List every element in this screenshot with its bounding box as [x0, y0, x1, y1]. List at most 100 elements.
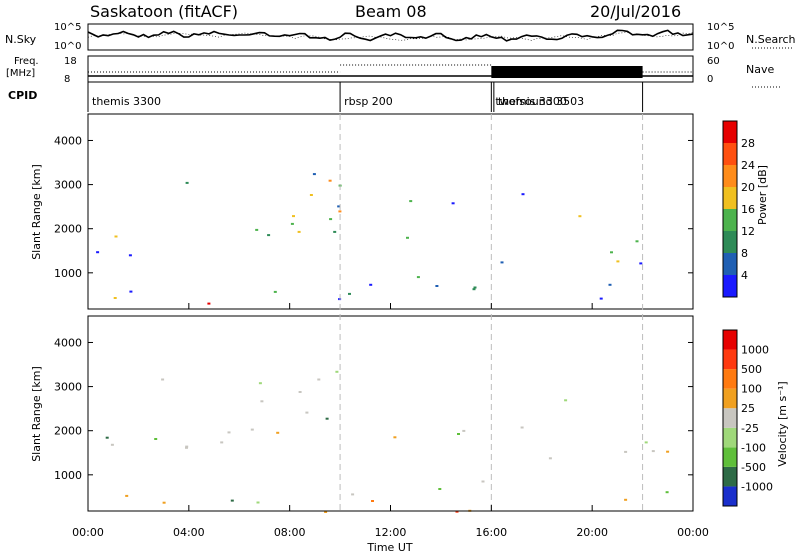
- velocity-y-axis: 1000 2000 3000 4000: [54, 336, 693, 482]
- velocity-colorbar-tick: -100: [741, 441, 766, 454]
- time-tick-label: 08:00: [274, 526, 306, 539]
- velocity-cell: [250, 428, 254, 431]
- power-cell: [521, 193, 525, 196]
- velocity-cell: [371, 500, 374, 502]
- velocity-colorbar-tick: 500: [741, 363, 762, 376]
- velocity-colorbar-step: [723, 369, 737, 389]
- velocity-cell: [455, 510, 459, 513]
- time-axis: 00:00 04:00 08:00 12:00 16:00 20:00 00:00: [72, 303, 709, 539]
- velocity-cell: [548, 457, 552, 460]
- power-cell: [406, 236, 409, 239]
- power-cell: [328, 179, 332, 182]
- power-cell: [639, 262, 643, 265]
- power-cell: [578, 215, 582, 218]
- velocity-cell: [276, 431, 280, 434]
- velocity-cell: [256, 501, 260, 504]
- time-tick-label: 00:00: [72, 526, 104, 539]
- velocity-panel-frame: [87, 315, 694, 512]
- velocity-cell: [185, 445, 189, 448]
- power-cell: [599, 297, 603, 300]
- power-colorbar-step: [723, 231, 737, 253]
- power-cell: [338, 210, 342, 213]
- velocity-cell: [457, 433, 460, 435]
- velocity-cell: [624, 498, 628, 501]
- power-y-axis: 1000 2000 3000 4000: [54, 134, 693, 280]
- power-cell: [616, 260, 620, 263]
- power-panel-frame: [87, 113, 694, 310]
- power-cell: [309, 194, 313, 196]
- station-title: Saskatoon (fitACF): [90, 2, 238, 21]
- nsearch-tick-low: 10^0: [707, 41, 734, 52]
- freq-label: Freq.: [14, 56, 39, 67]
- time-tick-label: 20:00: [576, 526, 608, 539]
- power-cell: [273, 290, 277, 293]
- velocity-cell: [110, 443, 114, 446]
- velocity-colorbar-tick: 25: [741, 402, 755, 415]
- freq-tick-high: 18: [64, 56, 77, 67]
- velocity-colorbar-step: [723, 408, 737, 428]
- velocity-cell: [651, 450, 655, 453]
- power-cell: [96, 251, 100, 254]
- power-colorbar-tick: 12: [741, 225, 755, 238]
- velocity-ytick-label: 3000: [54, 381, 82, 394]
- velocity-cell: [220, 441, 224, 444]
- velocity-colorbar-step: [723, 427, 737, 448]
- beam-title: Beam 08: [355, 2, 427, 21]
- freq-lines: [88, 64, 693, 78]
- velocity-cell: [564, 399, 568, 402]
- velocity-colorbar-step: [723, 349, 737, 370]
- cpid-segment-label: rbsp 200: [344, 95, 393, 108]
- velocity-colorbar-label: Velocity [m s⁻¹]: [776, 381, 789, 466]
- nave-tick-low: 0: [707, 74, 713, 85]
- power-cell: [409, 200, 413, 203]
- cpid-segment-label: themis 3300: [92, 95, 161, 108]
- power-cell: [369, 283, 373, 286]
- velocity-cell: [230, 499, 234, 502]
- power-ytick-label: 1000: [54, 267, 82, 280]
- power-cell: [329, 218, 333, 221]
- velocity-cell: [227, 431, 231, 434]
- nave-line: [88, 64, 693, 73]
- power-ytick-label: 2000: [54, 223, 82, 236]
- cpid-segment-label: themis 3300: [498, 95, 567, 108]
- power-cell: [129, 290, 133, 293]
- power-colorbar-tick: 20: [741, 181, 755, 194]
- time-axis-label: Time UT: [366, 541, 412, 554]
- velocity-cell: [481, 480, 485, 483]
- power-ylabel: Slant Range [km]: [30, 164, 43, 260]
- power-colorbar-tick: 24: [741, 159, 755, 172]
- power-cell: [348, 292, 351, 295]
- freq-tick-low: 8: [64, 74, 70, 85]
- velocity-colorbar-tick: 100: [741, 383, 762, 396]
- velocity-colorbar-step: [723, 466, 737, 487]
- velocity-cell: [161, 378, 165, 381]
- power-cell: [290, 222, 294, 225]
- power-cell: [416, 276, 420, 279]
- velocity-colorbar-step: [723, 330, 737, 350]
- velocity-cell: [462, 429, 466, 432]
- nsearch-tick-high: 10^5: [707, 22, 734, 33]
- power-ytick-label: 4000: [54, 134, 82, 147]
- power-cell: [472, 288, 476, 291]
- power-cell: [292, 215, 295, 218]
- power-colorbar-tick: 4: [741, 269, 748, 282]
- velocity-cell: [644, 441, 648, 444]
- cpid-segment-label: twofsound 3503: [495, 95, 584, 108]
- velocity-cell: [298, 391, 302, 393]
- power-colorbar-step: [723, 143, 737, 165]
- power-colorbar-label: Power [dB]: [756, 165, 769, 225]
- velocity-ytick-label: 4000: [54, 336, 82, 349]
- power-colorbar-frame: [722, 120, 738, 298]
- power-cell: [435, 285, 439, 287]
- nave-label: Nave: [746, 63, 774, 76]
- velocity-cell: [162, 501, 166, 504]
- power-cell: [635, 240, 639, 243]
- power-cell: [312, 173, 316, 176]
- time-tick-label: 16:00: [475, 526, 507, 539]
- nsky-label: N.Sky: [5, 33, 37, 46]
- velocity-colorbar-step: [723, 447, 737, 467]
- power-colorbar-tick: 28: [741, 137, 755, 150]
- velocity-colorbar-tick: -1000: [741, 480, 773, 493]
- power-colorbar-tick: 16: [741, 203, 755, 216]
